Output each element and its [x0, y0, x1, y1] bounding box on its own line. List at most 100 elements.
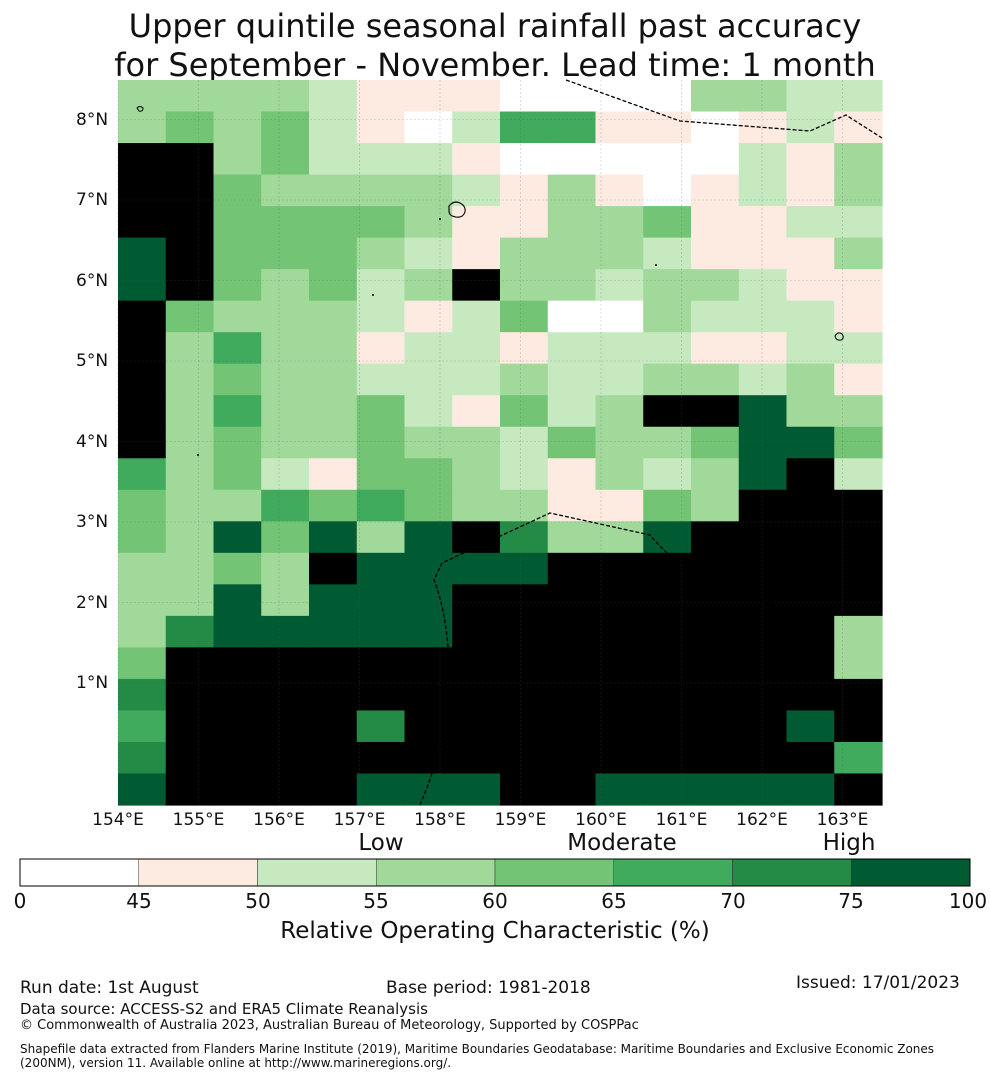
map-grid-cell [404, 521, 453, 554]
map-grid-cell [547, 458, 597, 491]
colorbar-tick: 50 [245, 889, 271, 913]
map-grid-cell [165, 206, 215, 239]
map-grid-cell [309, 395, 358, 428]
map-grid-cell [165, 647, 215, 680]
colorbar-tick: 75 [838, 889, 864, 913]
map-grid-cell [452, 584, 501, 617]
map-grid-cell [595, 80, 644, 113]
map-grid-cell [691, 426, 740, 459]
map-grid-cell [404, 741, 453, 775]
colorbar-box [851, 858, 971, 887]
map-grid-cell [595, 521, 644, 554]
map-grid-cell [309, 615, 358, 648]
map-grid-cell [834, 174, 883, 207]
map-grid-cell [213, 584, 262, 617]
map-grid-cell [643, 332, 692, 365]
map-grid-cell [738, 458, 788, 491]
run-date: Run date: 1st August [20, 978, 199, 998]
map-grid-cell [213, 143, 262, 176]
map-grid-cell [595, 741, 644, 775]
map-grid-cell [309, 111, 358, 144]
map-grid-cell [261, 395, 310, 428]
map-grid-cell [595, 678, 644, 712]
map-grid-cell [786, 741, 835, 775]
map-grid-cell [547, 300, 597, 333]
map-grid-cell [261, 678, 310, 712]
map-grid-cell [261, 111, 310, 144]
map-grid-cell [309, 741, 358, 775]
x-tick-label: 158°E [414, 810, 466, 830]
map-grid-cell [404, 395, 453, 428]
map-grid-cell [547, 584, 597, 617]
map-grid-cell [834, 111, 883, 144]
map-grid-cell [738, 647, 788, 680]
map-grid-cell [118, 489, 167, 522]
map-grid-cell [786, 143, 835, 176]
map-grid-cell [547, 363, 597, 396]
map-grid-cell [118, 615, 167, 648]
map-grid-cell [547, 332, 597, 365]
map-grid-cell [404, 174, 453, 207]
map-grid-cell [309, 647, 358, 680]
map-grid-cell [786, 458, 835, 491]
map-grid-cell [404, 489, 453, 522]
colorbar-category-moderate: Moderate [567, 830, 677, 856]
colorbar-tick: 45 [126, 889, 152, 913]
map-grid-cell [165, 458, 215, 491]
map-grid-cell [500, 111, 549, 144]
map-grid-cell [452, 111, 501, 144]
map-grid-cell [356, 489, 406, 522]
map-grid-cell [691, 395, 740, 428]
map-grid-cell [547, 426, 597, 459]
map-grid-cell [356, 552, 406, 585]
map-title-line2: for September - November. Lead time: 1 m… [114, 46, 876, 84]
map-grid-cell [547, 773, 597, 806]
map-grid-cell [643, 584, 692, 617]
map-grid-cell [547, 174, 597, 207]
map-grid-cell [786, 237, 835, 270]
map-grid-cell [643, 395, 692, 428]
map-grid-cell [404, 552, 453, 585]
map-grid-cell [261, 269, 310, 302]
map-grid-cell [691, 647, 740, 680]
map-grid-cell [500, 80, 549, 113]
map-grid-cell [834, 237, 883, 270]
map-grid-cell [213, 111, 262, 144]
x-tick-label: 155°E [172, 810, 225, 830]
map-grid-cell [738, 300, 788, 333]
map-grid-cell [213, 710, 262, 743]
map-grid-cell [691, 678, 740, 712]
map-grid-cell [309, 426, 358, 459]
map-grid-cell [595, 269, 644, 302]
map-grid-cell [356, 773, 406, 806]
map-grid-cell [404, 458, 453, 491]
map-grid-cell [261, 300, 310, 333]
map-grid-cell [404, 678, 453, 712]
map-grid-cell [738, 615, 788, 648]
map-grid-cell [834, 647, 883, 680]
map-grid-cell [786, 615, 835, 648]
map-grid-cell [643, 710, 692, 743]
map-grid-cell [643, 269, 692, 302]
colorbar-frame [19, 858, 971, 887]
map-grid-cell [738, 269, 788, 302]
map-grid-cell [738, 426, 788, 459]
map-grid-cell [595, 363, 644, 396]
map-grid-cell [118, 143, 167, 176]
map-grid-cell [500, 458, 549, 491]
map-grid-cell [118, 174, 167, 207]
map-grid-cell [356, 458, 406, 491]
map-grid-cell [691, 363, 740, 396]
map-grid-cell [691, 80, 740, 113]
x-tick-label: 154°E [92, 810, 144, 830]
map-grid-cell [452, 489, 501, 522]
map-grid-cell [452, 710, 501, 743]
map-title-line1: Upper quintile seasonal rainfall past ac… [128, 7, 862, 45]
map-grid-cell [261, 143, 310, 176]
map-grid-cell [165, 489, 215, 522]
map-grid-cell [500, 584, 549, 617]
map-grid-cell [738, 773, 788, 806]
map-grid-cell [356, 615, 406, 648]
map-grid-cell [500, 773, 549, 806]
map-grid-cell [404, 237, 453, 270]
